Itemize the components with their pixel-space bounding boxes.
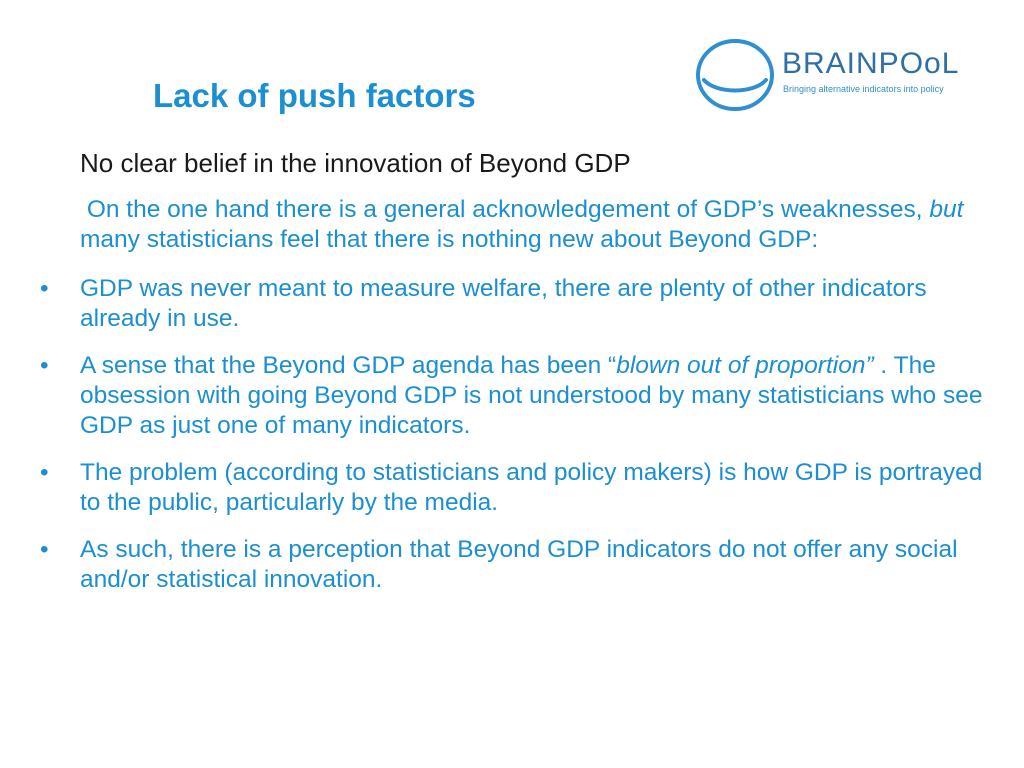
slide-body: On the one hand there is a general ackno…: [40, 195, 995, 612]
brainpool-logo: BRAINPOoL Bringing alternative indicator…: [690, 30, 990, 120]
bullet-item: • As such, there is a perception that Be…: [40, 535, 995, 595]
logo-name: BRAINPOoL: [782, 47, 960, 80]
logo-rings-icon: [696, 39, 774, 111]
intro-text-2: many statisticians feel that there is no…: [80, 226, 819, 253]
logo-tagline: Bringing alternative indicators into pol…: [783, 84, 944, 94]
bullet-list: • GDP was never meant to measure welfare…: [40, 274, 995, 595]
bullet-text: As such, there is a perception that Beyo…: [80, 536, 958, 593]
bullet-item: • A sense that the Beyond GDP agenda has…: [40, 351, 995, 441]
slide-subheading: No clear belief in the innovation of Bey…: [80, 148, 631, 178]
bullet-icon: •: [40, 352, 49, 379]
bullet-text: GDP was never meant to measure welfare, …: [80, 275, 927, 332]
bullet-icon: •: [40, 536, 49, 563]
bullet-item: • The problem (according to statistician…: [40, 458, 995, 518]
bullet-italic: blown out of proportion”: [616, 352, 874, 379]
bullet-text-1: A sense that the Beyond GDP agenda has b…: [80, 352, 617, 379]
intro-paragraph: On the one hand there is a general ackno…: [80, 195, 995, 255]
bullet-item: • GDP was never meant to measure welfare…: [40, 274, 995, 334]
intro-text-1: On the one hand there is a general ackno…: [86, 196, 930, 223]
bullet-text: The problem (according to statisticians …: [80, 459, 983, 516]
bullet-icon: •: [40, 459, 49, 486]
bullet-text-2: . The obsession with going Beyond GDP is…: [80, 352, 983, 439]
intro-italic: but: [929, 196, 964, 223]
bullet-icon: •: [40, 275, 49, 302]
slide-title: Lack of push factors: [153, 77, 476, 114]
